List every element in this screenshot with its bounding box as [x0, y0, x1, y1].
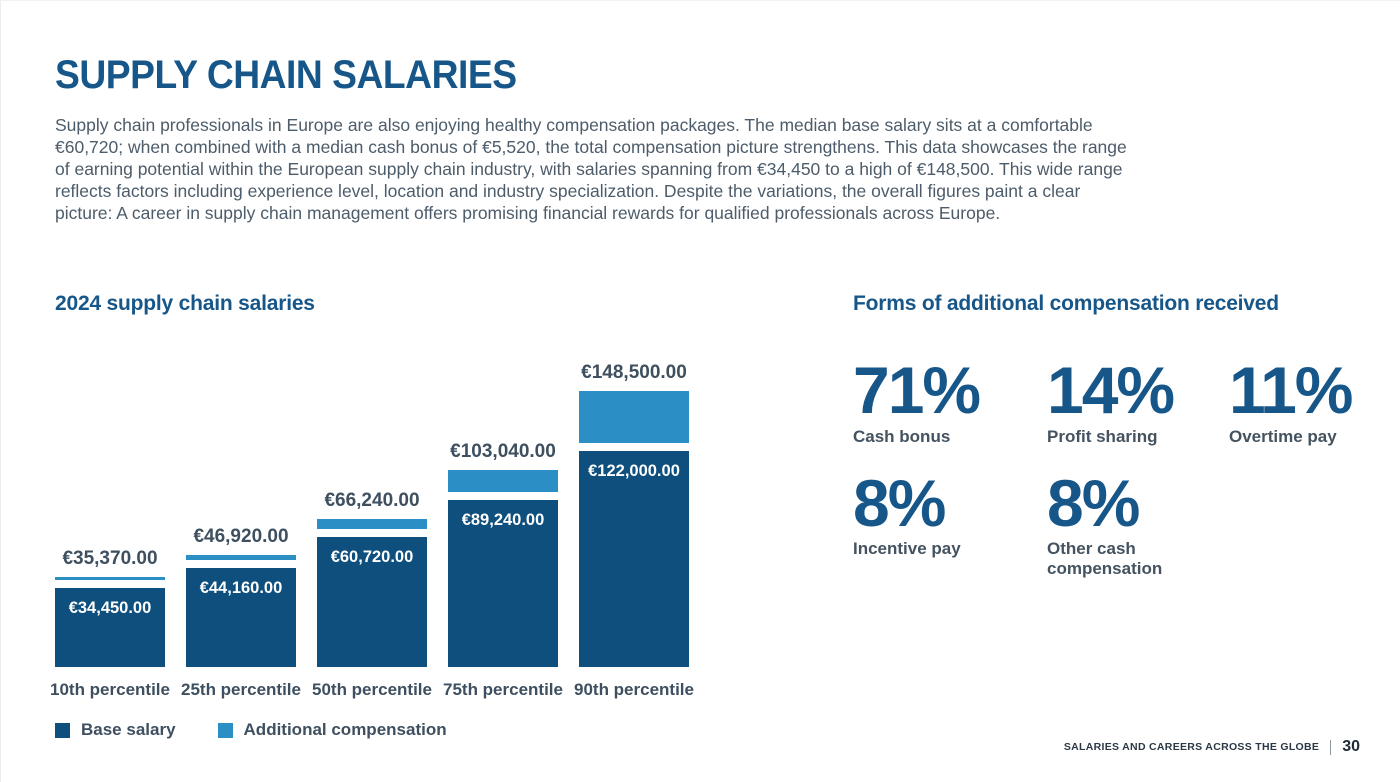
- stat-item: 8% Other cash compensation: [1047, 465, 1229, 580]
- footer-label: SALARIES AND CAREERS ACROSS THE GLOBE: [1063, 741, 1320, 753]
- stat-label: Other cash compensation: [1047, 539, 1163, 579]
- bar-total-label: €103,040.00: [450, 441, 556, 462]
- additional-compensation-segment: [448, 470, 558, 492]
- bar-category-label: 50th percentile: [312, 680, 432, 699]
- page-number: 30: [1342, 738, 1360, 755]
- additional-compensation-section: Forms of additional compensation receive…: [853, 292, 1400, 740]
- footer-divider: [1330, 739, 1332, 755]
- bar-base-label: €44,160.00: [199, 579, 283, 597]
- base-salary-segment: €89,240.00: [448, 500, 558, 667]
- stat-label: Profit sharing: [1047, 426, 1158, 446]
- salary-chart-section: 2024 supply chain salaries €35,370.00 €34…: [50, 292, 853, 740]
- intro-paragraph: Supply chain professionals in Europe are…: [55, 115, 1127, 223]
- page-footer: SALARIES AND CAREERS ACROSS THE GLOBE 30: [1064, 738, 1360, 756]
- bar-column: €35,370.00 €34,450.00 10th percentile: [50, 548, 170, 700]
- stacked-bar-chart: €35,370.00 €34,450.00 10th percentile €46,9…: [50, 358, 853, 700]
- stats-grid: 71% Cash bonus 14% Profit sharing 11% Overtim…: [853, 353, 1400, 580]
- additional-compensation-segment: [55, 577, 165, 580]
- additional-compensation-segment: [317, 519, 427, 529]
- stat-item: 11% Overtime pay: [1229, 353, 1400, 447]
- chart-title: 2024 supply chain salaries: [55, 292, 315, 315]
- stats-title: Forms of additional compensation receive…: [853, 292, 1279, 315]
- base-salary-segment: €44,160.00: [186, 568, 296, 667]
- bar-column: €103,040.00 €89,240.00 75th percentile: [443, 441, 563, 700]
- bar-total-label: €35,370.00: [62, 548, 158, 569]
- page-title: SUPPLY CHAIN SALARIES: [55, 53, 517, 97]
- additional-compensation-segment: [186, 555, 296, 560]
- bar-category-label: 25th percentile: [181, 680, 301, 699]
- bar-total-label: €46,920.00: [193, 526, 289, 547]
- bar-base-label: €122,000.00: [588, 462, 680, 480]
- bar-total-label: €148,500.00: [581, 362, 687, 383]
- bar-column: €46,920.00 €44,160.00 25th percentile: [181, 526, 301, 700]
- legend-item: Additional compensation: [217, 720, 447, 740]
- stat-label: Cash bonus: [853, 426, 951, 446]
- stat-item: 8% Incentive pay: [853, 465, 1047, 580]
- base-salary-segment: €60,720.00: [317, 537, 427, 667]
- stat-value: 11%: [1229, 353, 1353, 427]
- bar-category-label: 75th percentile: [443, 680, 563, 699]
- bar-base-label: €60,720.00: [330, 548, 414, 566]
- stat-label: Incentive pay: [853, 539, 961, 559]
- stat-value: 71%: [853, 353, 981, 427]
- bar-category-label: 90th percentile: [574, 680, 694, 699]
- legend-swatch: [55, 722, 70, 738]
- legend-item: Base salary: [55, 720, 176, 740]
- bar-column: €148,500.00 €122,000.00 90th percentile: [574, 362, 694, 700]
- bar-category-label: 10th percentile: [50, 680, 170, 699]
- legend-label: Additional compensation: [243, 720, 447, 739]
- legend-swatch: [217, 722, 233, 738]
- content-columns: 2024 supply chain salaries €35,370.00 €34…: [50, 292, 1400, 740]
- bar-total-label: €66,240.00: [324, 490, 420, 511]
- legend-label: Base salary: [81, 720, 176, 739]
- stat-value: 8%: [853, 465, 946, 540]
- stat-item: 14% Profit sharing: [1047, 353, 1229, 447]
- stat-value: 8%: [1047, 465, 1140, 540]
- additional-compensation-segment: [579, 391, 689, 443]
- base-salary-segment: €122,000.00: [579, 451, 689, 667]
- stat-value: 14%: [1047, 353, 1175, 427]
- stat-item: 71% Cash bonus: [853, 353, 1047, 447]
- bar-base-label: €89,240.00: [461, 511, 545, 529]
- base-salary-segment: €34,450.00: [55, 588, 165, 667]
- bar-base-label: €34,450.00: [68, 599, 152, 617]
- bar-column: €66,240.00 €60,720.00 50th percentile: [312, 490, 432, 700]
- chart-legend: Base salary Additional compensation: [55, 720, 853, 740]
- stat-label: Overtime pay: [1229, 426, 1337, 446]
